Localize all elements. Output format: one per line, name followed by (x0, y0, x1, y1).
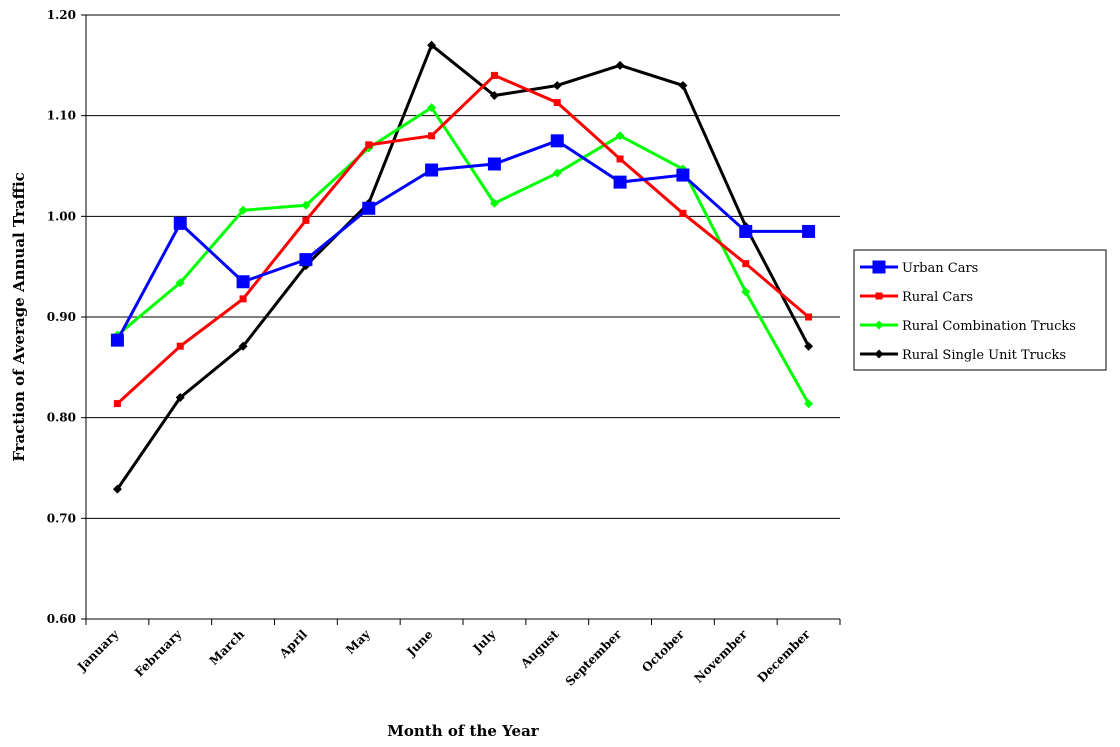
legend-item: Urban Cars (860, 260, 978, 276)
y-tick-label: 1.20 (47, 8, 76, 22)
y-axis-title: Fraction of Average Annual Traffic (10, 172, 28, 462)
data-point (616, 155, 624, 163)
x-tick-label: July (470, 626, 500, 656)
data-point (742, 260, 750, 268)
legend-marker (874, 349, 884, 359)
legend-item: Rural Combination Trucks (860, 319, 1076, 334)
x-tick-label: August (517, 627, 561, 671)
data-point (427, 40, 437, 50)
data-point (175, 393, 185, 403)
data-point (678, 80, 688, 90)
legend-label: Rural Cars (902, 290, 973, 305)
legend-label: Rural Combination Trucks (902, 319, 1076, 334)
legend-label: Rural Single Unit Trucks (902, 348, 1066, 363)
data-point (425, 163, 439, 177)
data-point (427, 103, 437, 113)
x-tick-label: October (639, 627, 687, 675)
data-point (110, 333, 124, 347)
series-rural-cars (113, 71, 813, 408)
data-point (805, 313, 813, 321)
data-point (175, 278, 185, 288)
axes (81, 14, 841, 625)
series-rural-single-unit-trucks (112, 40, 814, 494)
data-point (301, 200, 311, 210)
data-point (615, 131, 625, 141)
y-tick-label: 0.90 (47, 310, 76, 324)
data-point (676, 168, 690, 182)
x-tick-label: May (343, 626, 373, 656)
data-point (299, 253, 313, 267)
data-point (362, 201, 376, 215)
data-point (552, 168, 562, 178)
x-tick-label: February (132, 627, 185, 680)
x-tick-label: March (207, 627, 248, 668)
data-point (428, 132, 436, 140)
data-point (112, 484, 122, 494)
y-tick-label: 0.60 (47, 612, 76, 626)
series-lines (110, 40, 816, 494)
legend-marker (875, 292, 883, 300)
data-point (490, 71, 498, 79)
data-point (552, 80, 562, 90)
data-point (236, 275, 250, 289)
series-line (116, 73, 810, 405)
legend-box (853, 249, 1107, 371)
x-tick-label: April (276, 627, 310, 661)
data-point (741, 287, 751, 297)
data-point (804, 399, 814, 409)
series-line (116, 43, 810, 490)
data-point (615, 60, 625, 70)
legend-item: Rural Single Unit Trucks (860, 348, 1066, 363)
gridlines (86, 14, 840, 519)
data-point (679, 209, 687, 217)
x-axis-title: Month of the Year (387, 722, 540, 740)
data-point (802, 224, 816, 238)
data-point (487, 157, 501, 171)
y-tick-label: 0.80 (47, 411, 76, 425)
x-tick-label: September (563, 627, 625, 689)
data-point (613, 175, 627, 189)
x-tick-label: December (755, 627, 813, 685)
data-point (739, 224, 753, 238)
y-tick-labels: 0.60 0.70 0.80 0.90 1.00 1.10 1.20 (47, 8, 76, 626)
data-point (365, 141, 373, 149)
data-point (553, 99, 561, 107)
data-point (238, 205, 248, 215)
x-tick-labels: January February March April May June July Augu… (74, 626, 813, 688)
series-line (116, 106, 810, 405)
legend-label: Urban Cars (902, 261, 978, 276)
x-tick-label: January (74, 627, 122, 675)
data-point (238, 341, 248, 351)
data-point (550, 134, 564, 148)
data-point (804, 341, 814, 351)
data-point (176, 342, 184, 350)
series-urban-cars (110, 134, 816, 347)
data-point (302, 216, 310, 224)
y-tick-label: 1.10 (47, 109, 76, 123)
y-tick-label: 1.00 (47, 209, 76, 223)
data-point (489, 91, 499, 101)
x-tick-label: November (691, 627, 750, 686)
series-rural-combination-trucks (112, 103, 814, 409)
data-point (239, 295, 247, 303)
data-point (489, 198, 499, 208)
series-line (116, 139, 809, 341)
legend: Urban Cars Rural Cars Rural Combination Tr… (853, 249, 1107, 371)
x-tick-label: June (403, 627, 436, 660)
legend-marker (874, 320, 884, 330)
legend-item: Rural Cars (860, 290, 973, 305)
y-tick-label: 0.70 (47, 511, 76, 525)
data-point (173, 216, 187, 230)
legend-marker (872, 260, 886, 274)
data-point (113, 400, 121, 408)
